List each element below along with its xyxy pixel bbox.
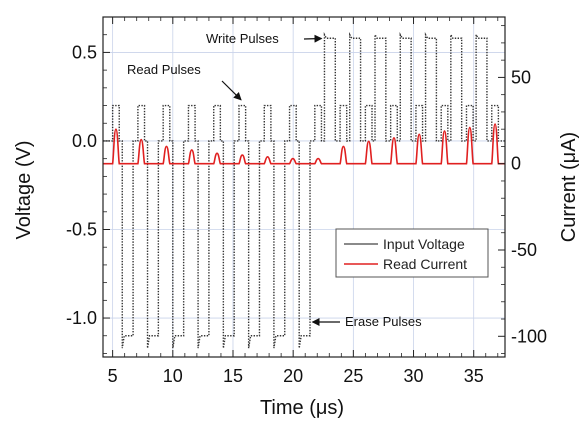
legend: Input Voltage Read Current xyxy=(335,228,489,278)
y-right-tick-label: 0 xyxy=(511,154,521,174)
y-right-axis-title: Current (μA) xyxy=(558,132,580,242)
annotations: Write Pulses Read Pulses Erase Pulses xyxy=(127,31,422,329)
legend-label-input-voltage: Input Voltage xyxy=(383,236,465,252)
tick-labels: 5 10 15 20 25 30 35 0.5 0.0 -0.5 -1.0 50 0 -50 -100 xyxy=(66,42,547,386)
annotation-arrow-read xyxy=(221,80,242,101)
annotation-arrow-write xyxy=(303,34,323,43)
annotation-write-pulses: Write Pulses xyxy=(206,31,279,46)
y-left-tick-label: -0.5 xyxy=(66,220,97,240)
x-tick-label: 25 xyxy=(343,366,363,386)
legend-box xyxy=(335,228,489,278)
y-left-tick-label: -1.0 xyxy=(66,308,97,328)
annotation-erase-pulses: Erase Pulses xyxy=(345,314,422,329)
x-axis-title: Time (μs) xyxy=(260,397,344,419)
y-left-axis-title: Voltage (V) xyxy=(13,141,35,240)
x-tick-label: 5 xyxy=(108,366,118,386)
x-tick-label: 10 xyxy=(163,366,183,386)
x-tick-label: 30 xyxy=(404,366,424,386)
read-current-line xyxy=(103,123,505,165)
x-tick-label: 15 xyxy=(223,366,243,386)
legend-label-read-current: Read Current xyxy=(383,256,467,272)
series-input-voltage xyxy=(103,32,505,349)
axis-ticks xyxy=(103,17,505,357)
input-voltage-line xyxy=(103,32,505,349)
annotation-read-pulses: Read Pulses xyxy=(127,62,201,77)
series-read-current xyxy=(103,123,505,165)
x-tick-label: 20 xyxy=(283,366,303,386)
y-right-tick-label: -50 xyxy=(511,240,537,260)
y-left-tick-label: 0.5 xyxy=(72,42,97,62)
y-right-tick-label: -100 xyxy=(511,326,547,346)
plot-frame xyxy=(102,16,506,358)
y-left-tick-label: 0.0 xyxy=(72,131,97,151)
x-tick-label: 35 xyxy=(464,366,484,386)
y-right-tick-label: 50 xyxy=(511,67,531,87)
